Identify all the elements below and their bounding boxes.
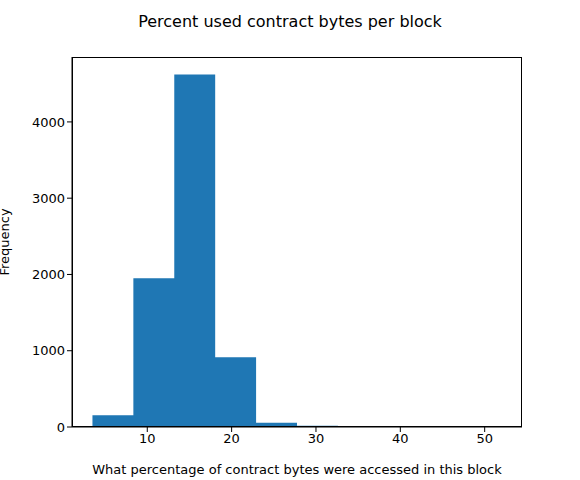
svg-text:2000: 2000 xyxy=(32,267,65,282)
svg-text:10: 10 xyxy=(139,431,156,446)
svg-text:30: 30 xyxy=(308,431,325,446)
html-text:Percent used contract bytes pe: Percent used contract bytes per block xyxy=(138,12,442,31)
svg-text:3000: 3000 xyxy=(32,191,65,206)
svg-text:50: 50 xyxy=(476,431,493,446)
svg-text:Frequency: Frequency xyxy=(8,208,12,275)
svg-text:40: 40 xyxy=(392,431,409,446)
svg-text:What percentage of contract by: What percentage of contract bytes were a… xyxy=(92,462,502,477)
svg-text:0: 0 xyxy=(57,420,65,435)
svg-text:1000: 1000 xyxy=(32,343,65,358)
svg-text:4000: 4000 xyxy=(32,115,65,130)
svg-text:20: 20 xyxy=(223,431,240,446)
